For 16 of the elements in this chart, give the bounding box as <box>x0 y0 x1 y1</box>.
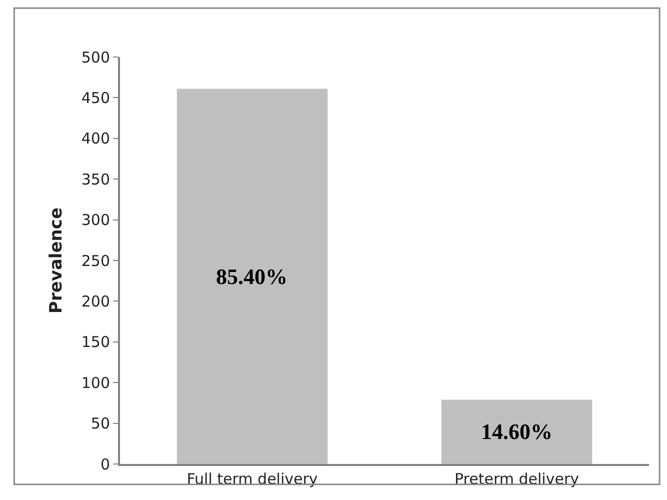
y-tick-label: 150 <box>81 333 110 352</box>
y-tick-label: 400 <box>81 130 110 148</box>
y-tick-label: 100 <box>81 374 110 392</box>
annotation: 14.60% <box>481 419 552 444</box>
y-tick-label: 250 <box>81 252 110 270</box>
y-tick-label: 350 <box>81 170 110 188</box>
y-tick-label: 50 <box>90 414 110 433</box>
x-tick-label: Full term delivery <box>186 470 318 488</box>
y-tick-label: 0 <box>100 455 110 474</box>
y-tick-label: 450 <box>81 88 110 107</box>
annotation: 85.40% <box>216 264 288 289</box>
y-axis-title: Prevalence <box>46 208 66 314</box>
y-tick-label: 500 <box>81 48 110 66</box>
y-tick-label: 300 <box>81 211 110 230</box>
x-tick-label: Preterm delivery <box>454 470 580 488</box>
y-tick-label: 200 <box>81 292 110 310</box>
